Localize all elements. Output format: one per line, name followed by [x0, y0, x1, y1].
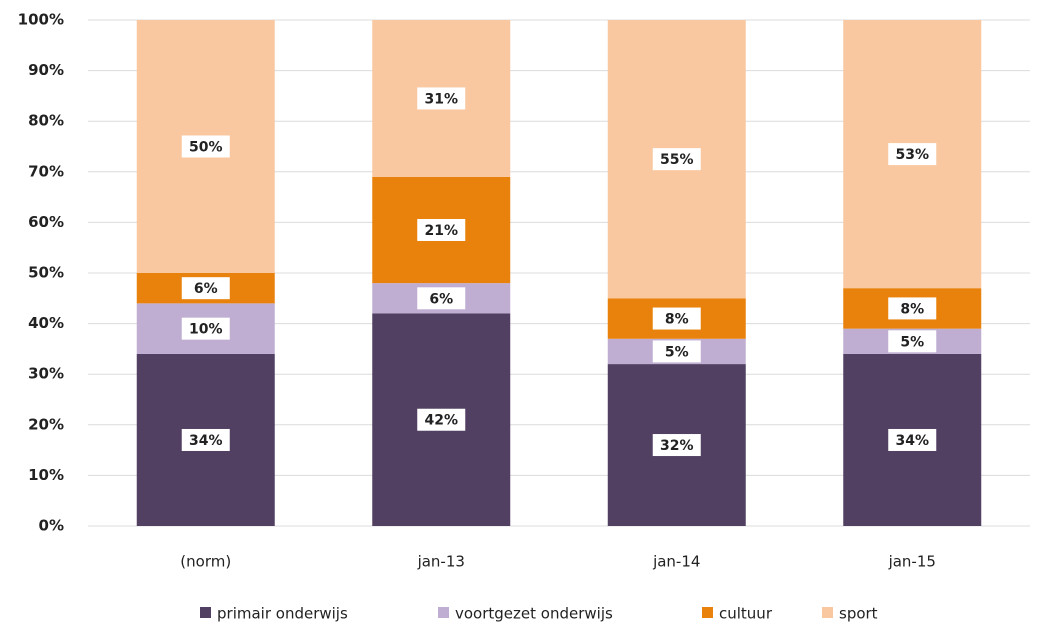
legend-swatch: [702, 607, 713, 618]
data-label: 34%: [895, 433, 929, 449]
data-label-box: [888, 297, 937, 320]
x-tick-label: jan-15: [888, 553, 936, 571]
data-label-box: [181, 317, 230, 340]
y-tick-label: 20%: [28, 415, 64, 433]
data-label: 34%: [189, 433, 223, 449]
y-tick-label: 80%: [28, 112, 64, 130]
y-tick-label: 0%: [39, 517, 64, 535]
legend-swatch: [438, 607, 449, 618]
legend-label: voortgezet onderwijs: [455, 605, 613, 623]
data-label: 55%: [660, 152, 694, 168]
data-label: 53%: [895, 147, 929, 163]
data-label: 50%: [189, 140, 223, 156]
data-label: 8%: [900, 301, 924, 317]
data-label: 32%: [660, 438, 694, 454]
data-label: 10%: [189, 322, 223, 338]
data-label: 42%: [424, 413, 458, 429]
legend-swatch: [200, 607, 211, 618]
legend-label: cultuur: [719, 605, 773, 623]
data-label-box: [652, 307, 701, 330]
y-tick-label: 100%: [18, 11, 64, 29]
data-label-box: [652, 434, 701, 457]
data-label-box: [652, 148, 701, 171]
data-label-box: [888, 330, 937, 353]
legend-label: primair onderwijs: [217, 605, 348, 623]
legend-label: sport: [839, 605, 878, 623]
data-label: 6%: [429, 291, 453, 307]
data-label-box: [888, 428, 937, 451]
y-tick-label: 40%: [28, 314, 64, 332]
data-label-box: [417, 218, 466, 241]
x-tick-label: jan-14: [652, 553, 700, 571]
y-tick-label: 90%: [28, 61, 64, 79]
data-label-box: [181, 135, 230, 158]
y-tick-label: 30%: [28, 365, 64, 383]
data-label-box: [652, 340, 701, 363]
legend-swatch: [822, 607, 833, 618]
data-label: 6%: [194, 281, 218, 297]
x-tick-label: (norm): [180, 553, 231, 571]
data-label: 21%: [424, 223, 458, 239]
data-label-box: [181, 277, 230, 300]
data-label-box: [888, 143, 937, 166]
data-label: 5%: [900, 334, 924, 350]
data-label-box: [417, 287, 466, 310]
data-label-box: [181, 428, 230, 451]
y-tick-label: 50%: [28, 264, 64, 282]
y-tick-label: 70%: [28, 162, 64, 180]
data-label: 5%: [665, 344, 689, 360]
data-label: 8%: [665, 312, 689, 328]
data-label-box: [417, 87, 466, 110]
x-tick-label: jan-13: [417, 553, 465, 571]
y-tick-label: 60%: [28, 213, 64, 231]
data-label-box: [417, 408, 466, 431]
y-tick-label: 10%: [28, 466, 64, 484]
data-label: 31%: [424, 91, 458, 107]
